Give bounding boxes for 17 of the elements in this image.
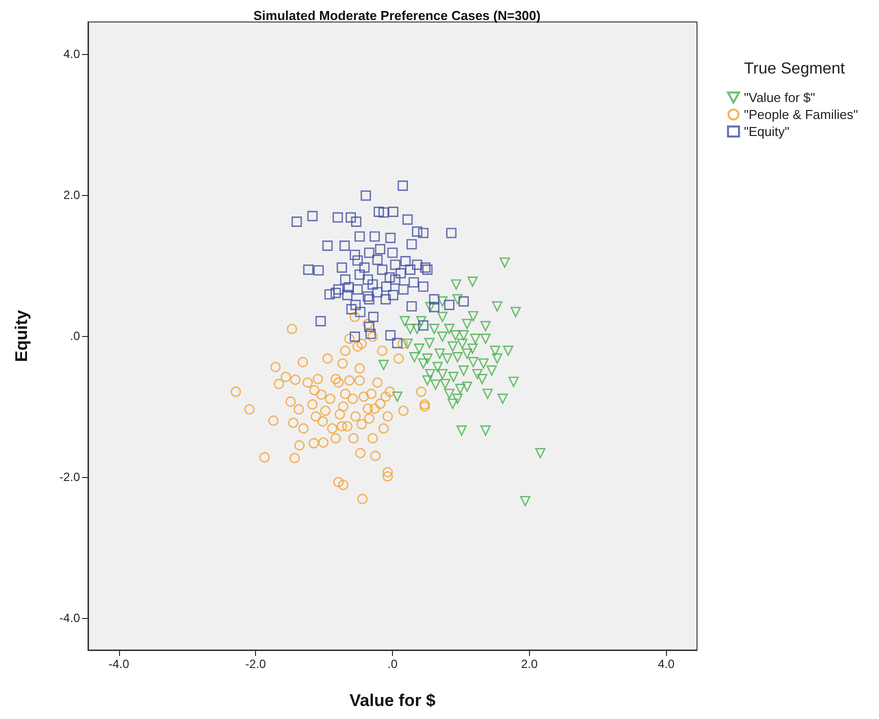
y-axis-title: Equity bbox=[12, 309, 31, 362]
chart-title: Simulated Moderate Preference Cases (N=300) bbox=[253, 8, 541, 23]
x-tick-label: -4.0 bbox=[108, 657, 130, 671]
legend-label: "Value for $" bbox=[744, 90, 816, 105]
y-tick-label: 4.0 bbox=[63, 46, 80, 61]
y-tick-label: -2.0 bbox=[59, 470, 80, 484]
x-axis-title: Value for $ bbox=[350, 691, 436, 710]
y-tick-label: -4.0 bbox=[59, 611, 80, 626]
y-tick-label: 2.0 bbox=[63, 188, 80, 202]
y-tick-label: .0 bbox=[70, 329, 80, 343]
legend-label: "People & Families" bbox=[744, 107, 858, 122]
x-tick-label: .0 bbox=[387, 657, 398, 671]
legend-label: "Equity" bbox=[744, 124, 790, 139]
x-tick-label: -2.0 bbox=[245, 657, 266, 671]
x-tick-label: 2.0 bbox=[521, 657, 538, 671]
x-tick-label: 4.0 bbox=[658, 657, 675, 671]
legend-title: True Segment bbox=[744, 60, 846, 78]
